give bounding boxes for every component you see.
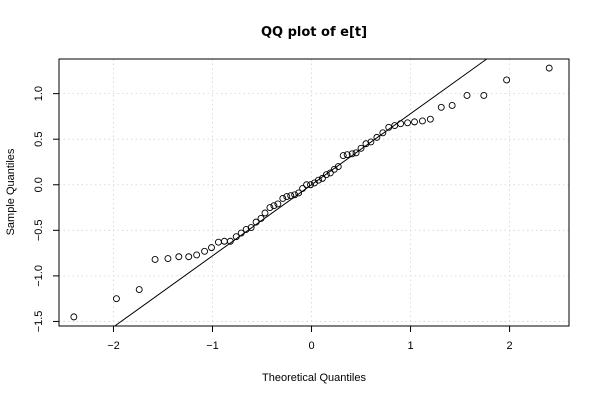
- data-point-38: [339, 152, 347, 160]
- data-point-14: [237, 229, 245, 237]
- data-point-29: [303, 181, 311, 189]
- qq-reference-line: [114, 58, 488, 327]
- data-point-33: [318, 174, 326, 182]
- y-tick-label: 0.0: [33, 177, 45, 192]
- data-point-59: [545, 64, 553, 72]
- x-tick-label: −2: [107, 340, 120, 352]
- data-point-46: [379, 129, 387, 137]
- y-tick-label: −1.0: [33, 265, 45, 287]
- y-axis: −1.5 −1.0 −0.5 0.0 0.5 1.0: [33, 86, 59, 332]
- data-point-18: [257, 215, 265, 222]
- data-point-37: [334, 163, 342, 170]
- x-tick-label: 1: [407, 340, 413, 352]
- data-point-20: [266, 204, 274, 211]
- data-point-48: [391, 122, 399, 129]
- data-point-45: [373, 133, 381, 141]
- data-point-26: [291, 191, 299, 199]
- data-point-8: [201, 247, 209, 255]
- data-point-49: [397, 120, 405, 128]
- data-point-2: [135, 286, 143, 293]
- x-axis: −2 −1 0 1 2: [107, 326, 513, 352]
- data-point-9: [208, 244, 215, 252]
- data-point-44: [367, 138, 375, 146]
- chart-title: QQ plot of e[t]: [261, 25, 367, 40]
- data-point-40: [348, 150, 356, 158]
- y-tick-label: −0.5: [33, 219, 45, 241]
- data-point-10: [214, 238, 222, 246]
- data-points: [70, 64, 553, 321]
- data-point-56: [463, 92, 471, 99]
- data-point-7: [193, 251, 201, 259]
- data-point-50: [404, 119, 412, 127]
- data-point-51: [411, 118, 418, 126]
- data-point-19: [261, 209, 269, 217]
- y-tick-label: 0.5: [33, 132, 45, 147]
- data-point-58: [503, 76, 511, 84]
- plot-frame: [58, 58, 570, 327]
- data-point-28: [299, 184, 307, 192]
- data-point-5: [175, 253, 183, 261]
- data-point-25: [287, 192, 295, 200]
- data-point-47: [385, 123, 393, 131]
- data-point-15: [242, 225, 250, 233]
- x-axis-label: Theoretical Quantiles: [262, 372, 366, 384]
- data-point-21: [270, 202, 278, 210]
- data-point-6: [185, 253, 193, 261]
- grid-lines: [59, 59, 569, 326]
- data-point-22: [274, 200, 282, 208]
- x-tick-label: 0: [308, 340, 314, 352]
- qq-reference-line-group: [114, 58, 488, 327]
- data-point-11: [220, 237, 228, 245]
- data-point-32: [315, 176, 322, 184]
- data-point-43: [362, 140, 370, 148]
- data-point-23: [279, 194, 287, 202]
- data-point-13: [232, 233, 240, 241]
- data-point-41: [352, 149, 360, 157]
- data-point-35: [326, 169, 334, 177]
- data-point-1: [112, 295, 120, 303]
- data-point-4: [164, 255, 172, 263]
- y-axis-label: Sample Quantiles: [5, 148, 17, 235]
- data-point-17: [252, 218, 260, 226]
- data-point-52: [418, 117, 426, 125]
- data-point-27: [295, 189, 303, 197]
- data-point-55: [448, 102, 456, 109]
- data-point-53: [426, 115, 434, 123]
- data-point-57: [480, 92, 488, 99]
- data-point-42: [357, 144, 365, 152]
- data-point-39: [343, 151, 351, 159]
- data-point-16: [247, 224, 255, 232]
- y-tick-label: 1.0: [33, 86, 45, 101]
- data-point-24: [283, 193, 291, 201]
- data-point-34: [322, 171, 330, 179]
- x-tick-label: 2: [507, 340, 513, 352]
- data-point-12: [226, 237, 234, 245]
- x-tick-label: −1: [206, 340, 219, 352]
- data-point-30: [307, 181, 314, 189]
- y-tick-label: −1.5: [33, 311, 45, 333]
- data-point-3: [151, 256, 159, 263]
- data-point-54: [437, 103, 445, 111]
- data-point-0: [70, 313, 78, 321]
